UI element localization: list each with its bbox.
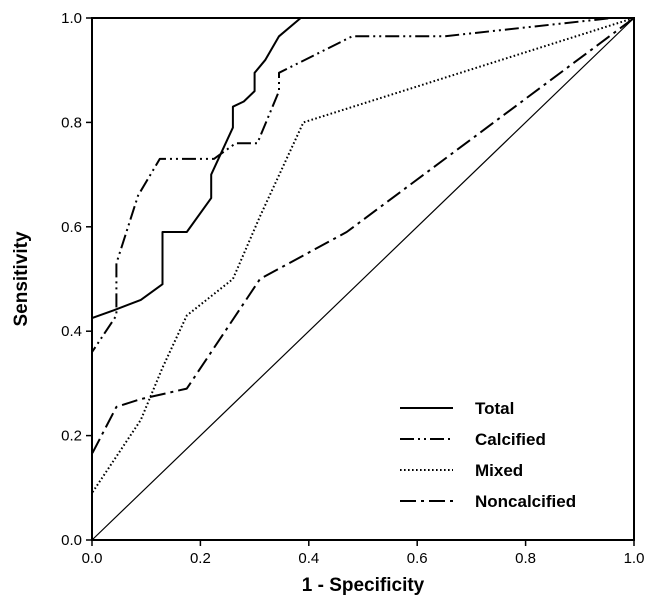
- legend-label-mixed: Mixed: [475, 461, 523, 480]
- series-layer: [91, 17, 635, 540]
- legend-label-noncalcified: Noncalcified: [475, 492, 576, 511]
- plot-frame: [91, 17, 635, 541]
- x-tick-label: 0.0: [82, 550, 103, 567]
- y-tick-label: 0.2: [61, 428, 82, 445]
- y-tick-label: 0.6: [61, 219, 82, 236]
- x-axis-label: 1 - Specificity: [302, 575, 425, 596]
- y-tick-label: 0.0: [61, 532, 82, 549]
- legend-label-calcified: Calcified: [475, 430, 546, 449]
- ticks-layer: 0.0 0.2 0.4 0.6 0.8 1.0 0.0 0.2 0.4 0.6 0.8 1.0: [61, 10, 644, 567]
- y-tick-label: 1.0: [61, 10, 82, 27]
- x-tick-label: 0.6: [407, 550, 428, 567]
- y-tick-label: 0.4: [61, 323, 82, 340]
- reference-diagonal-line: [91, 17, 635, 541]
- y-axis-label: Sensitivity: [11, 231, 32, 326]
- y-tick-label: 0.8: [61, 114, 82, 131]
- series-line-calcified: [91, 17, 634, 540]
- x-tick-label: 1.0: [624, 550, 645, 567]
- series-line-noncalcified: [91, 17, 635, 540]
- legend-label-total: Total: [475, 399, 514, 418]
- series-line-mixed: [91, 17, 635, 540]
- x-tick-label: 0.8: [515, 550, 536, 567]
- reference-line-layer: [91, 17, 635, 541]
- series-line-total: [91, 17, 634, 540]
- x-tick-label: 0.4: [298, 550, 319, 567]
- legend: Total Calcified Mixed Noncalcified: [400, 399, 576, 511]
- x-tick-label: 0.2: [190, 550, 211, 567]
